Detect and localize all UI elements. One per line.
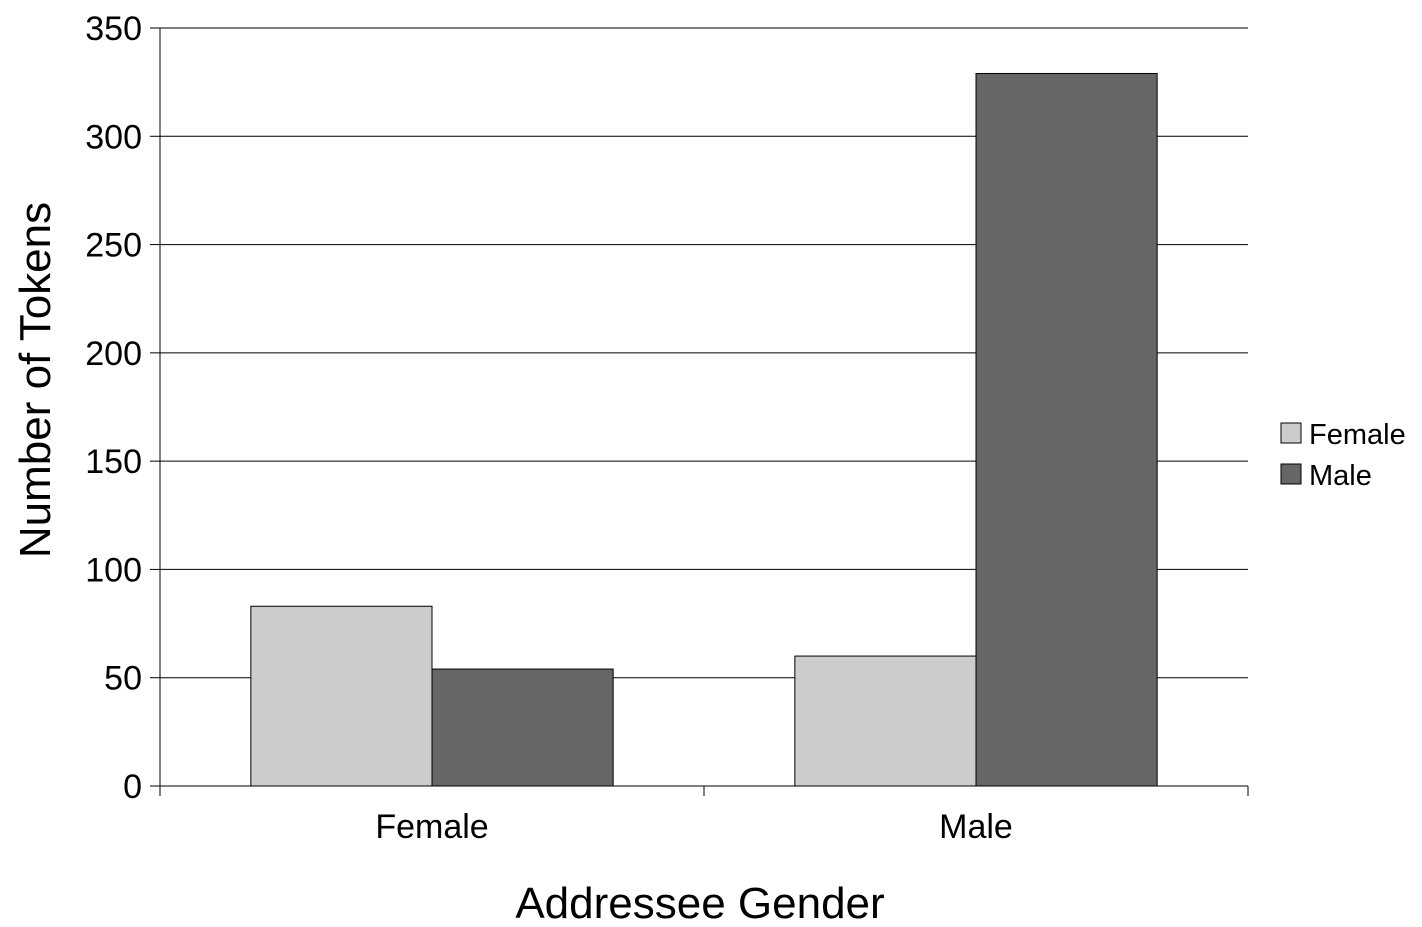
legend: Female Male [1280,419,1406,492]
y-tick-label: 250 [85,227,142,265]
bars [250,72,1158,787]
legend-swatch-male [1280,463,1302,485]
y-tick-labels: 0 50 100 150 200 250 300 350 [85,10,142,806]
y-tick-label: 200 [85,335,142,373]
y-tick-label: 100 [85,551,142,589]
x-tick-label-male: Male [939,808,1013,846]
axes [150,27,1249,796]
bar-female-female [250,605,433,787]
bar-male-male [975,72,1158,787]
legend-label-female: Female [1309,419,1406,451]
y-axis-title: Number of Tokens [11,202,60,558]
legend-swatch-female [1280,422,1302,444]
y-tick-label: 0 [123,768,142,806]
x-tick-labels: Female Male [375,808,1013,846]
y-tick-label: 350 [85,10,142,48]
y-tick-label: 300 [85,118,142,156]
x-axis-title: Addressee Gender [515,879,884,927]
y-tick-label: 50 [104,660,142,698]
x-tick-label-female: Female [375,808,488,846]
gridlines [160,27,1248,679]
bar-male-female [794,655,977,787]
bar-female-male [431,668,614,787]
legend-label-male: Male [1309,460,1372,492]
y-tick-label: 150 [85,443,142,481]
